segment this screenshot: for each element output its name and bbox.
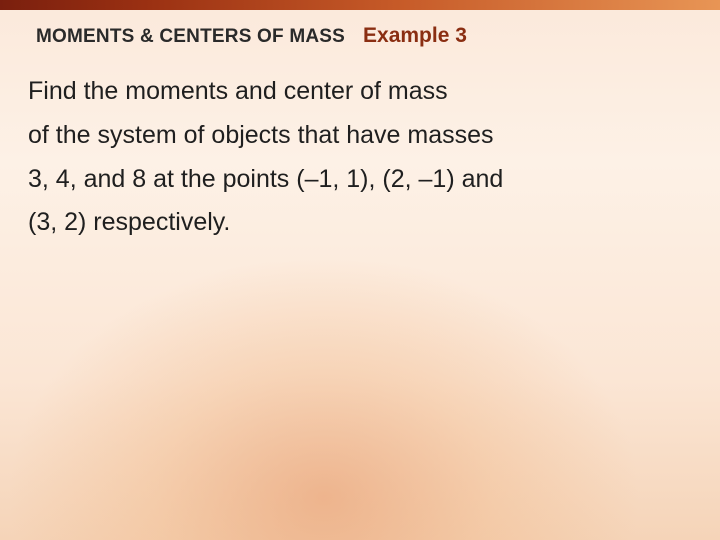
section-title: MOMENTS & CENTERS OF MASS — [36, 26, 345, 48]
example-label: Example 3 — [363, 24, 467, 48]
body-line: Find the moments and center of mass — [28, 70, 680, 114]
body-line: 3, 4, and 8 at the points (–1, 1), (2, –… — [28, 158, 680, 202]
top-accent-bar — [0, 0, 720, 10]
body-line: (3, 2) respectively. — [28, 201, 680, 245]
slide-body: Find the moments and center of mass of t… — [28, 70, 680, 245]
body-line: of the system of objects that have masse… — [28, 114, 680, 158]
header-row: MOMENTS & CENTERS OF MASS Example 3 — [36, 24, 696, 48]
